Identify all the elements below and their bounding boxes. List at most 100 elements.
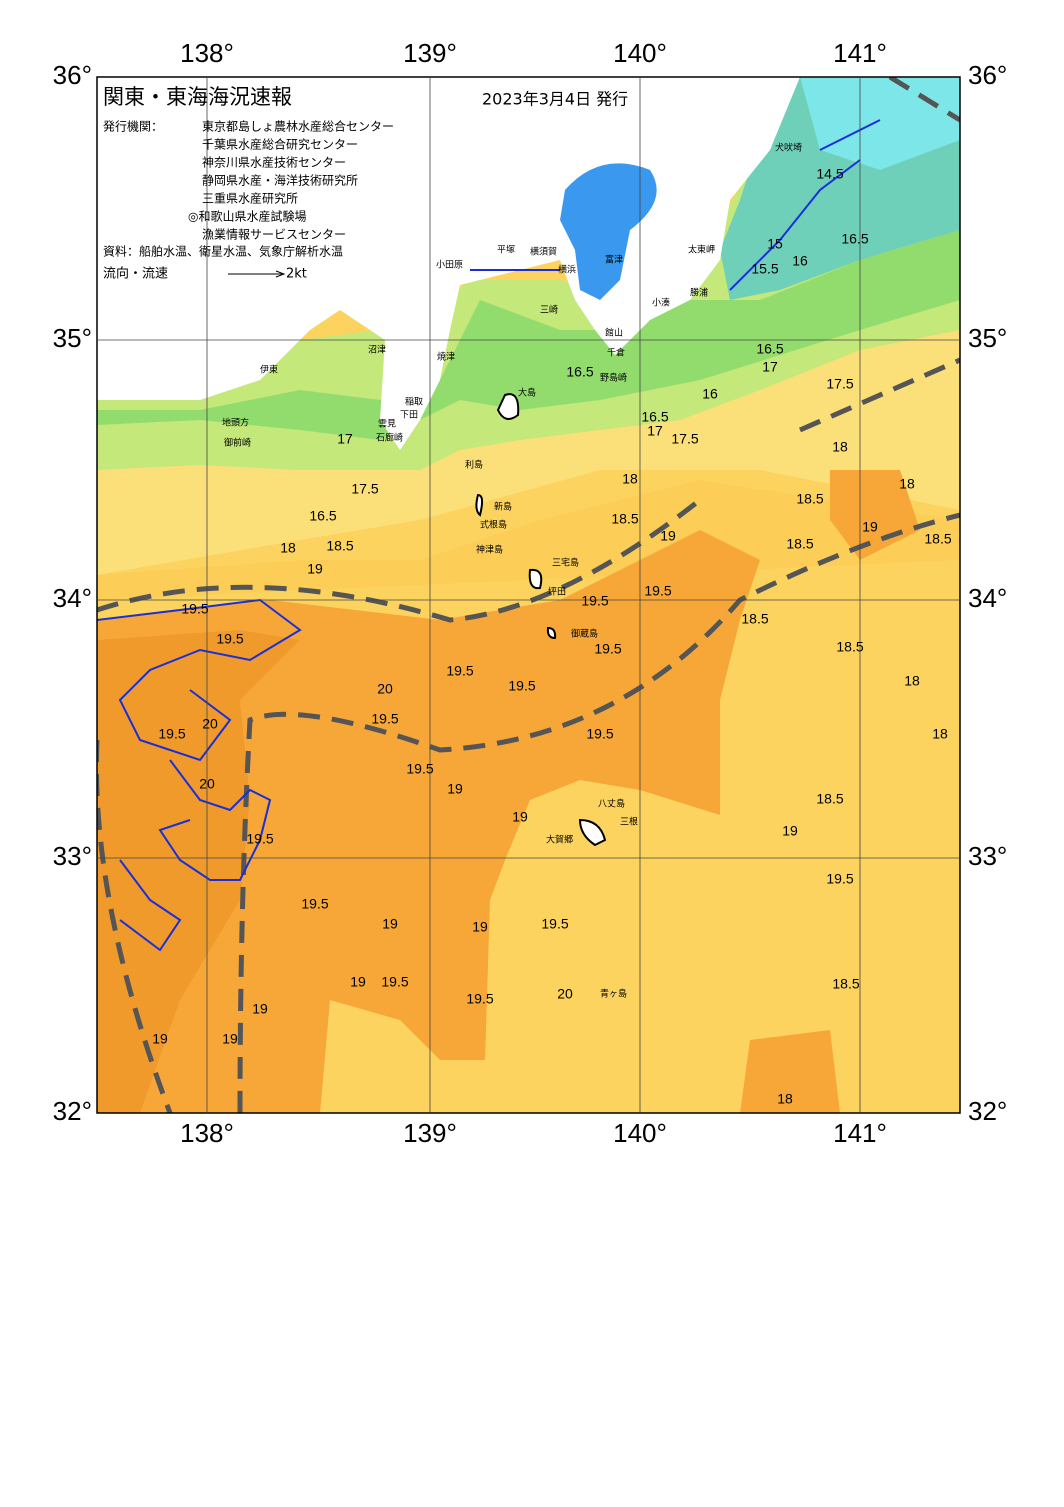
- place-name: 式根島: [480, 519, 507, 531]
- current-axis: [97, 77, 960, 1113]
- place-name: 青ヶ島: [600, 988, 627, 1000]
- contour-label: 18.5: [741, 611, 768, 627]
- issuer: 漁業情報サービスセンター: [202, 228, 346, 242]
- contour-label: 17.5: [351, 481, 378, 497]
- contour-label: 17: [337, 431, 353, 447]
- contour-label: 19.5: [406, 761, 433, 777]
- place-name: 千倉: [607, 347, 625, 359]
- place-name: 富津: [605, 254, 623, 266]
- contour-label: 18.5: [816, 791, 843, 807]
- contour-label: 19: [660, 528, 676, 544]
- contour-label: 15.5: [751, 261, 778, 277]
- contour-label: 19: [447, 781, 463, 797]
- lon-label: 141°: [833, 1118, 887, 1148]
- place-name: 稲取: [405, 396, 423, 408]
- place-name: 大島: [518, 387, 536, 399]
- flow-legend-scale: 2kt: [286, 267, 307, 282]
- issuer: 静岡県水産・海洋技術研究所: [202, 173, 358, 188]
- flow-legend-arrow: [275, 270, 286, 278]
- place-name: 御蔵島: [571, 628, 598, 640]
- contour-label: 19.5: [581, 593, 608, 609]
- issue-date: 2023年3月4日 発行: [482, 90, 628, 109]
- place-name: 太東岬: [688, 244, 715, 256]
- contour-label: 19.5: [826, 871, 853, 887]
- place-name: 下田: [400, 410, 418, 421]
- place-name: 沼津: [368, 345, 386, 356]
- lon-label: 138°: [180, 1118, 234, 1148]
- contour-label: 15: [767, 236, 783, 252]
- lon-label: 138°: [180, 38, 234, 68]
- lat-label: 36°: [53, 60, 92, 90]
- contour-label: 18: [904, 673, 920, 689]
- sources: 資料：船舶水温、衛星水温、気象庁解析水温: [103, 244, 343, 259]
- place-name: 小湊: [652, 297, 670, 309]
- place-name: 犬吠埼: [775, 142, 802, 154]
- place-name: 利島: [465, 459, 483, 471]
- contour-label: 19: [350, 974, 366, 990]
- contour-label: 19.5: [508, 678, 535, 694]
- lat-label: 32°: [968, 1096, 1007, 1126]
- contour-label: 17.5: [826, 376, 853, 392]
- issuer: ◎和歌山県水産試験場: [188, 209, 306, 224]
- contour-label: 19.5: [158, 726, 185, 742]
- place-name: 勝浦: [690, 287, 708, 299]
- axes: 138° 138° 139° 139° 140° 140° 141° 141° 36° 36° 35…: [53, 38, 1008, 1148]
- contour-label: 19.5: [594, 641, 621, 657]
- contour-label: 20: [557, 986, 573, 1002]
- contour-label: 20: [199, 776, 215, 792]
- place-name: 八丈島: [598, 798, 625, 810]
- lon-label: 139°: [403, 38, 457, 68]
- contour-label: 18: [899, 476, 915, 492]
- place-name: 坪田: [548, 587, 566, 598]
- flow-legend-label: 流向・流速: [103, 266, 168, 282]
- lat-label: 35°: [53, 323, 92, 353]
- place-name: 御前崎: [224, 437, 251, 449]
- contour-label: 20: [377, 681, 393, 697]
- contour-label: 18.5: [836, 639, 863, 655]
- contour-label: 18: [280, 540, 296, 556]
- title: 関東・東海海況速報: [103, 85, 292, 109]
- lat-label: 33°: [968, 841, 1007, 871]
- place-name: 館山: [605, 327, 623, 339]
- contour-label: 19.5: [246, 831, 273, 847]
- lat-label: 34°: [53, 583, 92, 613]
- lat-label: 33°: [53, 841, 92, 871]
- contour-label: 18.5: [832, 976, 859, 992]
- place-name: 地頭方: [222, 417, 249, 429]
- place-name: 小田原: [436, 260, 463, 271]
- island: [475, 393, 607, 847]
- contour-label: 19: [307, 561, 323, 577]
- contour-label: 18: [622, 471, 638, 487]
- coastal-water: [97, 230, 960, 440]
- place-name: 雲見: [378, 419, 396, 430]
- contour-label: 19: [252, 1001, 268, 1017]
- place-name: 焼津: [437, 352, 455, 363]
- contour-label: 18.5: [796, 491, 823, 507]
- contour-label: 19.5: [181, 601, 208, 617]
- contour-label: 20: [202, 716, 218, 732]
- map-frame: [96, 76, 961, 1114]
- contour-label: 19.5: [446, 663, 473, 679]
- place-name: 石廊崎: [376, 432, 403, 444]
- place-name: 野島崎: [600, 372, 627, 384]
- issuer: 東京都島しょ農林水産総合センター: [202, 119, 394, 134]
- contour-label: 19.5: [586, 726, 613, 742]
- contour-label: 17: [762, 359, 778, 375]
- contour-label: 18.5: [924, 531, 951, 547]
- contour-label: 16.5: [756, 341, 783, 357]
- map-area: [97, 77, 960, 1113]
- issuers-label: 発行機関：: [103, 119, 163, 134]
- contour-label: 19: [222, 1031, 238, 1047]
- place-name: 三根: [620, 816, 638, 828]
- contour-label: 19.5: [216, 631, 243, 647]
- contour-label: 16: [792, 253, 808, 269]
- contour-label: 16: [702, 386, 718, 402]
- contour-label: 17.5: [671, 431, 698, 447]
- lon-label: 140°: [613, 1118, 667, 1148]
- contour-label: 19.5: [466, 991, 493, 1007]
- contour-label: 19.5: [644, 583, 671, 599]
- graticule: [97, 77, 960, 1113]
